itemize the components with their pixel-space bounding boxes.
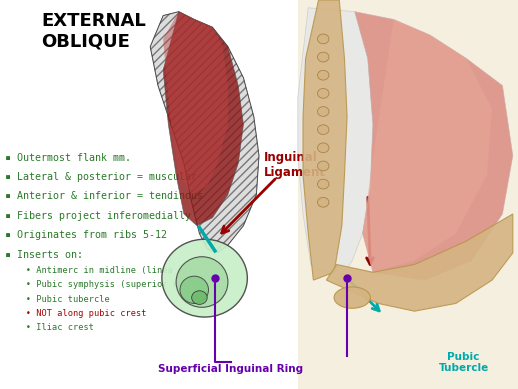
Text: • NOT along pubic crest: • NOT along pubic crest [10,309,147,318]
Ellipse shape [180,276,208,303]
Text: • Pubic tubercle: • Pubic tubercle [10,294,110,304]
Ellipse shape [176,257,228,307]
Text: • Pubic symphysis (superior edge): • Pubic symphysis (superior edge) [10,280,199,289]
Ellipse shape [318,198,329,207]
Text: • Antimerc in midline (linea alba): • Antimerc in midline (linea alba) [10,266,205,275]
Polygon shape [298,8,373,280]
Polygon shape [163,12,228,194]
Ellipse shape [318,89,329,98]
Text: Pubic
Tubercle: Pubic Tubercle [438,352,489,373]
Text: Superficial Inguinal Ring: Superficial Inguinal Ring [158,364,303,374]
Ellipse shape [318,52,329,62]
Ellipse shape [318,179,329,189]
Polygon shape [326,214,513,311]
Text: • Iliac crest: • Iliac crest [10,323,94,333]
Ellipse shape [162,239,248,317]
Text: Inguinal
Ligament: Inguinal Ligament [264,151,326,179]
Text: ▪ Inserts on:: ▪ Inserts on: [5,250,83,260]
Text: ▪ Anterior & inferior = tendinous: ▪ Anterior & inferior = tendinous [5,191,203,202]
Text: ▪ Lateral & posterior = muscular: ▪ Lateral & posterior = muscular [5,172,197,182]
Ellipse shape [318,34,329,44]
Ellipse shape [334,287,370,308]
Ellipse shape [318,161,329,171]
Polygon shape [163,12,243,226]
Polygon shape [298,0,518,389]
Text: EXTERNAL
OBLIQUE: EXTERNAL OBLIQUE [41,12,146,51]
Ellipse shape [318,143,329,153]
Polygon shape [150,12,259,253]
Ellipse shape [318,107,329,116]
Text: ▪ Outermost flank mm.: ▪ Outermost flank mm. [5,152,131,163]
Text: ▪ Fibers project inferomedially: ▪ Fibers project inferomedially [5,211,191,221]
Polygon shape [363,19,492,272]
Ellipse shape [318,70,329,80]
Polygon shape [303,0,347,280]
Text: ▪ Originates from ribs 5-12: ▪ Originates from ribs 5-12 [5,230,167,240]
Polygon shape [355,12,513,280]
Ellipse shape [318,125,329,135]
Ellipse shape [192,291,207,305]
